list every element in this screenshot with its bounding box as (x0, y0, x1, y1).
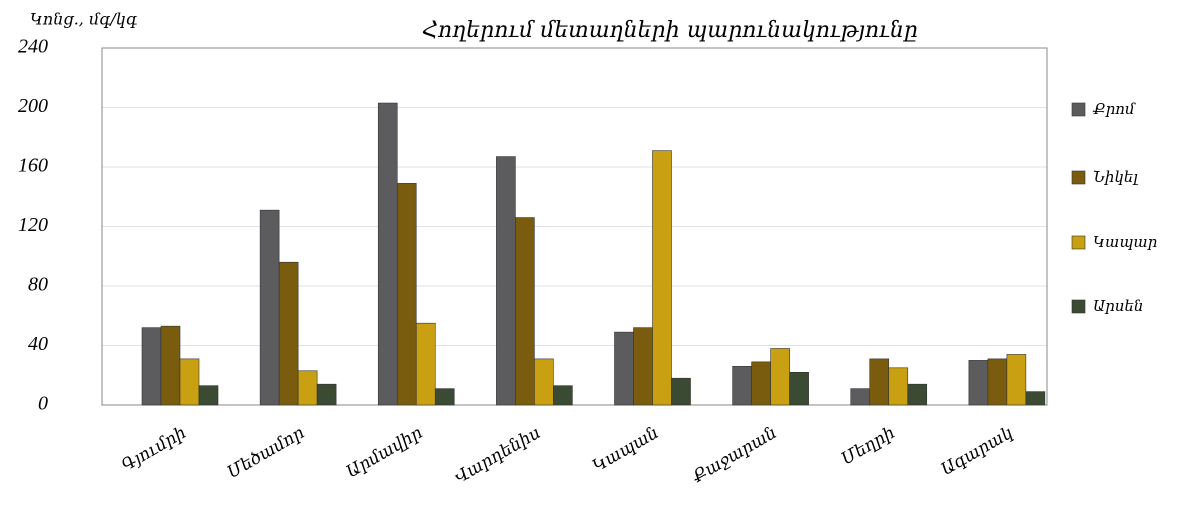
x-tick-label: Ագարակ (938, 423, 1017, 480)
legend-label: Կապար (1093, 233, 1157, 251)
bar (297, 370, 318, 406)
bar (179, 358, 200, 406)
legend-label: Նիկել (1093, 168, 1138, 186)
x-tick-label: Մեծամոր (224, 423, 308, 483)
bar (633, 327, 653, 406)
y-tick-label: 240 (18, 36, 48, 58)
legend-swatch (1071, 170, 1086, 185)
x-tick-label: Վարդենիս (451, 423, 544, 488)
bar (770, 348, 790, 406)
y-tick-label: 80 (28, 274, 48, 296)
plot-border (101, 47, 1048, 406)
bar (614, 331, 634, 406)
y-tick-label: 40 (28, 333, 48, 355)
bar (751, 361, 771, 406)
chart-title: Հողերում մետաղների պարունակությունը (422, 18, 918, 43)
x-tick-label: Արմավիր (343, 423, 426, 482)
x-tick-label: Մեղրի (838, 423, 899, 470)
y-tick-label: 160 (18, 155, 48, 177)
bar (496, 156, 516, 406)
bar (534, 358, 554, 406)
bar (278, 261, 299, 406)
y-tick-label: 200 (18, 95, 48, 117)
bar (515, 217, 535, 406)
legend-swatch (1071, 299, 1086, 314)
bar (850, 388, 871, 406)
bar (141, 327, 162, 406)
legend-swatch (1071, 102, 1086, 117)
bar (316, 383, 337, 406)
x-tick-label: Կապան (589, 423, 662, 477)
legend-label: Արսեն (1093, 297, 1143, 315)
bar (259, 209, 280, 406)
bar (377, 102, 398, 406)
bar (888, 367, 909, 406)
bar (968, 360, 989, 406)
bar (987, 358, 1008, 406)
legend-swatch (1071, 235, 1086, 250)
bar (907, 383, 928, 406)
bar (434, 388, 455, 406)
bar (160, 325, 181, 406)
bar (869, 358, 890, 406)
y-tick-label: 120 (18, 214, 48, 236)
legend-label: Քրոմ (1092, 100, 1136, 118)
bar (652, 150, 672, 406)
bar (1006, 354, 1027, 406)
bar (789, 371, 809, 406)
bar (396, 183, 417, 406)
x-tick-label: Քաջարան (688, 423, 780, 488)
bar (1025, 391, 1046, 406)
y-axis-label: Կոնց., մգ/կգ (30, 10, 137, 29)
bar (732, 366, 752, 406)
x-tick-label: Գյումրի (118, 423, 189, 476)
bar (671, 377, 691, 406)
y-tick-label: 0 (38, 393, 48, 415)
bar (553, 385, 573, 406)
bar (415, 322, 436, 406)
bar (198, 385, 219, 406)
